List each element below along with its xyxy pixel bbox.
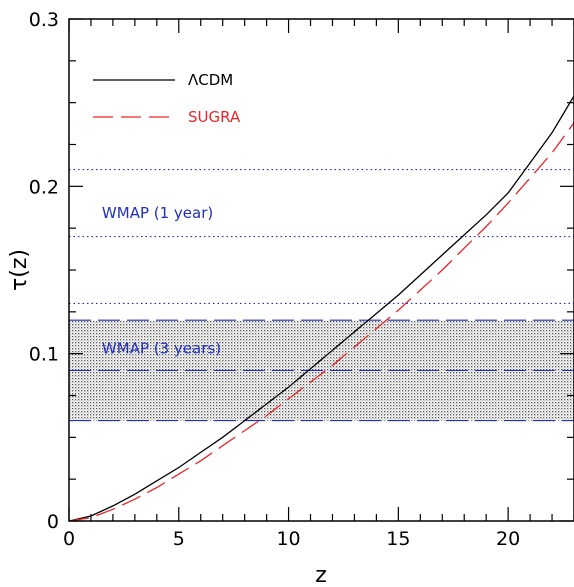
y-tick-label: 0: [47, 511, 59, 533]
plot-area: [69, 95, 574, 521]
axis-ticks: [68, 18, 574, 522]
series-line-1: [69, 122, 574, 521]
y-tick-label: 0.3: [29, 9, 59, 31]
x-tick-label: 10: [276, 528, 300, 550]
legend-label-sugra: SUGRA: [188, 108, 241, 126]
annotation-wmap-1yr: WMAP (1 year): [102, 204, 213, 222]
legend-label-lcdm: ΛCDM: [188, 71, 233, 89]
y-axis-label: τ(z): [7, 249, 32, 291]
series-lines: [69, 95, 574, 521]
annotation-wmap-3yr: WMAP (3 years): [102, 340, 221, 358]
x-tick-label: 15: [386, 528, 410, 550]
x-axis-label: z: [315, 563, 327, 587]
x-tick-label: 0: [63, 528, 75, 550]
reference-lines: [69, 169, 574, 422]
legend: ΛCDM SUGRA: [93, 71, 241, 126]
x-tick-label: 20: [496, 528, 520, 550]
axes-border: [68, 18, 574, 522]
axes-frame: [68, 18, 574, 522]
x-tick-label: 5: [173, 528, 185, 550]
tick-labels: 0 5 10 15 20 0 0.1 0.2 0.3: [29, 9, 520, 550]
y-tick-label: 0.2: [29, 176, 59, 198]
y-tick-label: 0.1: [29, 344, 59, 366]
series-line-0: [69, 95, 574, 521]
